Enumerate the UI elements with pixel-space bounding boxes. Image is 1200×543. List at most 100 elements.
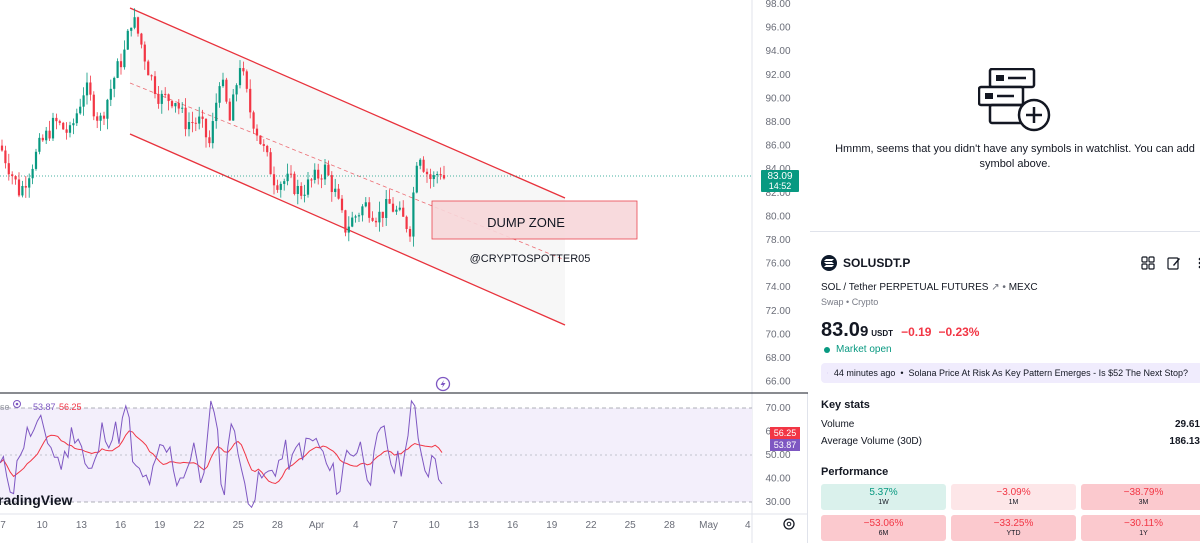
symbol-type: Swap — [821, 297, 844, 307]
candle-body — [174, 103, 177, 107]
current-price-text: 83.09 — [767, 171, 792, 182]
candle-body — [143, 44, 146, 62]
candle-body — [364, 202, 367, 207]
rsi-legend-name: se — [0, 402, 10, 412]
time-tick-label: 16 — [507, 520, 519, 531]
candle-body — [41, 137, 44, 141]
time-tick-label: 19 — [154, 520, 166, 531]
dump-zone-label: DUMP ZONE — [487, 215, 565, 230]
rsi-ma-badge — [770, 427, 800, 439]
candle-body — [313, 169, 316, 180]
candle-body — [405, 216, 408, 229]
price-tick-label: 88.00 — [765, 117, 790, 128]
lightning-icon[interactable] — [435, 376, 451, 392]
candle-body — [374, 220, 378, 223]
candle-body — [150, 75, 153, 77]
candle-body — [368, 202, 371, 218]
perf-cell-6m[interactable]: −53.06% 6M — [821, 515, 946, 541]
candle-body — [310, 179, 313, 181]
price-axis[interactable]: 98.00 96.00 94.00 92.00 90.00 88.00 86.00 84.00… — [765, 0, 790, 388]
candle-body — [221, 79, 225, 87]
candle-body — [327, 164, 330, 176]
candle-body — [395, 209, 398, 212]
time-tick-label: Apr — [309, 520, 325, 531]
candle-body — [269, 152, 272, 175]
rsi-legend-value: 53.87 — [33, 402, 56, 412]
time-tick-label: 4 — [353, 520, 359, 531]
perf-cell-3m[interactable]: −38.79% 3M — [1081, 484, 1200, 510]
candle-body — [45, 130, 48, 141]
candle-body — [235, 85, 238, 95]
separator-dot: • — [900, 368, 904, 378]
time-tick-label: May — [699, 520, 718, 531]
candle-body — [249, 88, 252, 113]
price-currency: USDT — [871, 329, 894, 338]
candle-body — [187, 122, 191, 130]
candle-body — [204, 118, 208, 138]
price-chart[interactable]: DUMP ZONE @CRYPTOSPOTTER05 98.00 96.00 94.… — [0, 0, 808, 543]
candle-body — [381, 211, 384, 218]
candle-body — [306, 179, 310, 195]
candle-body — [113, 77, 116, 89]
edit-icon[interactable] — [1166, 255, 1182, 271]
candle-body — [429, 174, 432, 180]
perf-cell-1m[interactable]: −3.09% 1M — [951, 484, 1076, 510]
stat-label: Volume — [821, 419, 855, 430]
channel-upper-line[interactable] — [129, 7, 566, 199]
time-axis[interactable]: 7 10 13 16 19 22 25 28 Apr 4 7 10 13 16 19 22 25 28 May 4 — [0, 520, 751, 531]
perf-cell-1w[interactable]: 5.37% 1W — [821, 484, 946, 510]
symbol-description[interactable]: SOL / Tether PERPETUAL FUTURES — [821, 282, 989, 293]
candle-body — [48, 130, 51, 139]
rsi-tick-label: 50.00 — [765, 450, 790, 461]
performance-title: Performance — [821, 466, 889, 478]
news-banner[interactable]: 44 minutes ago • Solana Price At Risk As… — [821, 363, 1200, 383]
candle-body — [412, 192, 415, 237]
candle-body — [293, 173, 296, 195]
stat-row-volume: Volume 29.61 — [821, 419, 1200, 430]
candle-body — [82, 95, 85, 107]
candle-body — [255, 128, 259, 136]
time-tick-label: 13 — [76, 520, 88, 531]
perf-cell-1y[interactable]: −30.11% 1Y — [1081, 515, 1200, 541]
news-headline[interactable]: Solana Price At Risk As Key Pattern Emer… — [908, 368, 1188, 378]
symbol-exchange[interactable]: MEXC — [1008, 282, 1038, 293]
gear-icon[interactable] — [783, 518, 795, 530]
candle-body — [21, 185, 24, 196]
candle-body — [28, 178, 31, 188]
perf-cell-ytd[interactable]: −33.25% YTD — [951, 515, 1076, 541]
candle-body — [361, 206, 364, 216]
candle-body — [320, 178, 323, 180]
separator-dot: • — [846, 297, 852, 307]
candle-body — [99, 115, 102, 121]
stat-row-avg-volume: Average Volume (30D) 186.13 — [821, 436, 1200, 447]
external-link-icon[interactable]: ↗ — [991, 282, 1003, 293]
channel-lower-line[interactable] — [129, 133, 566, 326]
symbol-toolbar — [1140, 255, 1200, 271]
dump-zone-box[interactable] — [431, 200, 638, 240]
time-tick-label: 19 — [546, 520, 558, 531]
candle-body — [140, 33, 143, 45]
symbol-ticker[interactable]: SOLUSDT.P — [843, 256, 911, 270]
candle-body — [177, 103, 180, 109]
candle-body — [357, 215, 361, 217]
rsi-badge-text: 53.87 — [774, 440, 797, 450]
price-tick-label: 82.00 — [765, 188, 790, 199]
candle-body — [439, 173, 442, 176]
candle-body — [415, 165, 418, 193]
candle-body — [198, 116, 201, 124]
candle-body — [62, 122, 65, 130]
watchlist-empty-message: Hmmm, seems that you didn't have any sym… — [835, 143, 1195, 170]
chart-area[interactable]: DUMP ZONE @CRYPTOSPOTTER05 98.00 96.00 94.… — [0, 0, 808, 543]
rsi-legend-eye-icon[interactable] — [13, 400, 21, 408]
time-tick-label: 28 — [664, 520, 676, 531]
candle-body — [334, 188, 337, 193]
more-options-icon[interactable] — [1192, 255, 1200, 271]
candle-body — [283, 181, 286, 184]
candle-body — [164, 93, 167, 95]
grid-view-icon[interactable] — [1140, 255, 1156, 271]
candle-body — [136, 17, 140, 34]
candle-body — [55, 117, 58, 122]
candle-body — [215, 102, 218, 122]
symbol-header[interactable]: SOLUSDT.P — [821, 255, 910, 271]
